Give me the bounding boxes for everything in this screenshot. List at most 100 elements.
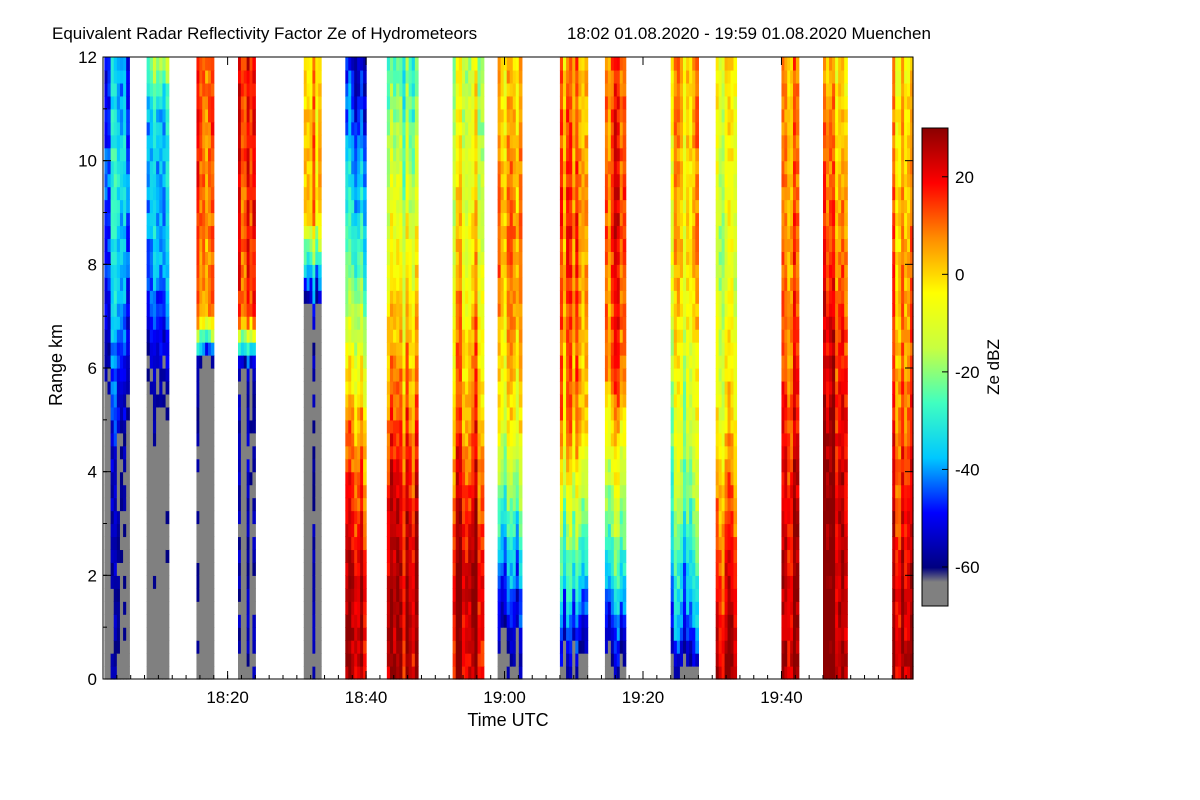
reflectivity-cell [165, 264, 170, 278]
reflectivity-cell [584, 368, 589, 382]
reflectivity-cell [363, 497, 367, 512]
reflectivity-cell [715, 134, 720, 149]
reflectivity-cell [727, 264, 732, 278]
reflectivity-cell [152, 471, 157, 486]
reflectivity-cell [518, 588, 523, 602]
reflectivity-cell [679, 355, 684, 369]
reflectivity-cell [411, 186, 416, 201]
reflectivity-cell [692, 627, 696, 641]
reflectivity-cell [389, 355, 394, 369]
reflectivity-cell [610, 57, 615, 71]
reflectivity-cell [686, 523, 690, 538]
reflectivity-cell [107, 160, 112, 175]
reflectivity-cell [119, 82, 124, 97]
reflectivity-cell [240, 342, 245, 356]
reflectivity-cell [165, 303, 170, 317]
reflectivity-cell [252, 342, 256, 356]
reflectivity-cell [622, 601, 627, 615]
reflectivity-cell [405, 225, 410, 240]
reflectivity-cell [695, 406, 699, 421]
reflectivity-cell [309, 458, 314, 473]
reflectivity-cell [497, 199, 502, 214]
reflectivity-cell [396, 290, 400, 304]
reflectivity-cell [249, 225, 254, 240]
reflectivity-cell [455, 666, 460, 680]
reflectivity-cell [474, 277, 479, 291]
reflectivity-cell [686, 212, 690, 227]
reflectivity-cell [205, 108, 209, 123]
reflectivity-cell [252, 653, 256, 667]
reflectivity-cell [559, 562, 564, 576]
reflectivity-cell [252, 562, 256, 576]
reflectivity-cell [718, 69, 723, 84]
reflectivity-cell [389, 186, 394, 201]
reflectivity-cell [715, 432, 720, 447]
reflectivity-cell [408, 497, 413, 512]
radar-segment [345, 57, 367, 680]
reflectivity-cell [345, 225, 349, 240]
reflectivity-cell [240, 653, 245, 667]
reflectivity-cell [692, 95, 696, 110]
reflectivity-cell [351, 329, 355, 343]
reflectivity-cell [402, 199, 407, 214]
reflectivity-cell [345, 588, 349, 602]
reflectivity-cell [152, 523, 157, 538]
reflectivity-cell [673, 484, 678, 499]
reflectivity-cell [503, 523, 508, 538]
reflectivity-cell [252, 147, 256, 162]
reflectivity-cell [149, 523, 154, 538]
reflectivity-cell [503, 497, 508, 512]
reflectivity-cell [360, 355, 364, 369]
reflectivity-cell [149, 393, 154, 408]
reflectivity-cell [581, 588, 586, 602]
reflectivity-cell [309, 69, 314, 84]
reflectivity-cell [695, 212, 699, 227]
reflectivity-cell [405, 238, 410, 252]
reflectivity-cell [312, 575, 316, 589]
reflectivity-cell [506, 458, 511, 473]
reflectivity-cell [202, 458, 206, 473]
reflectivity-cell [477, 432, 482, 447]
reflectivity-cell [309, 199, 314, 214]
reflectivity-cell [512, 575, 517, 589]
reflectivity-cell [396, 432, 400, 447]
reflectivity-cell [357, 199, 361, 214]
reflectivity-cell [396, 419, 400, 434]
reflectivity-cell [210, 95, 215, 110]
reflectivity-cell [452, 393, 457, 408]
reflectivity-cell [506, 199, 511, 214]
reflectivity-cell [252, 666, 256, 680]
reflectivity-cell [110, 549, 115, 563]
reflectivity-cell [518, 329, 523, 343]
reflectivity-cell [670, 82, 675, 97]
reflectivity-cell [679, 199, 684, 214]
reflectivity-cell [146, 134, 151, 149]
reflectivity-cell [566, 588, 570, 602]
reflectivity-cell [724, 355, 729, 369]
reflectivity-cell [345, 303, 349, 317]
reflectivity-cell [156, 562, 160, 576]
reflectivity-cell [471, 471, 476, 486]
reflectivity-cell [676, 549, 681, 563]
reflectivity-cell [210, 406, 215, 421]
reflectivity-cell [303, 627, 308, 641]
reflectivity-cell [309, 497, 314, 512]
reflectivity-cell [790, 601, 794, 615]
reflectivity-cell [402, 57, 407, 71]
reflectivity-cell [563, 458, 567, 473]
reflectivity-cell [718, 523, 723, 538]
reflectivity-cell [721, 264, 726, 278]
reflectivity-cell [389, 393, 394, 408]
reflectivity-cell [461, 329, 466, 343]
reflectivity-cell [411, 329, 416, 343]
reflectivity-cell [386, 95, 391, 110]
reflectivity-cell [318, 588, 322, 602]
reflectivity-cell [616, 575, 621, 589]
reflectivity-cell [351, 497, 355, 512]
reflectivity-cell [309, 212, 314, 227]
reflectivity-cell [512, 186, 517, 201]
reflectivity-cell [781, 484, 785, 499]
reflectivity-cell [196, 264, 200, 278]
reflectivity-cell [152, 212, 157, 227]
reflectivity-cell [452, 419, 457, 434]
